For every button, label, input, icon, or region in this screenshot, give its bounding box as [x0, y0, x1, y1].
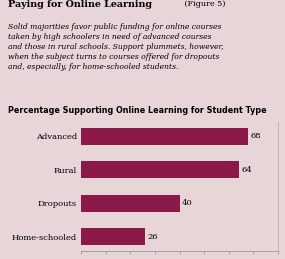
Bar [81, 161, 239, 178]
Text: 26: 26 [148, 233, 158, 241]
Bar [81, 195, 180, 212]
Bar [81, 228, 145, 245]
Text: 68: 68 [251, 132, 261, 140]
Text: Paying for Online Learning: Paying for Online Learning [9, 0, 152, 9]
Text: Percentage Supporting Online Learning for Student Type: Percentage Supporting Online Learning fo… [9, 106, 267, 114]
Bar [81, 128, 248, 145]
Text: 64: 64 [241, 166, 252, 174]
Text: 40: 40 [182, 199, 193, 207]
Text: (Figure 5): (Figure 5) [182, 0, 225, 8]
Text: Solid majorities favor public funding for online courses
taken by high schoolers: Solid majorities favor public funding fo… [9, 23, 224, 71]
